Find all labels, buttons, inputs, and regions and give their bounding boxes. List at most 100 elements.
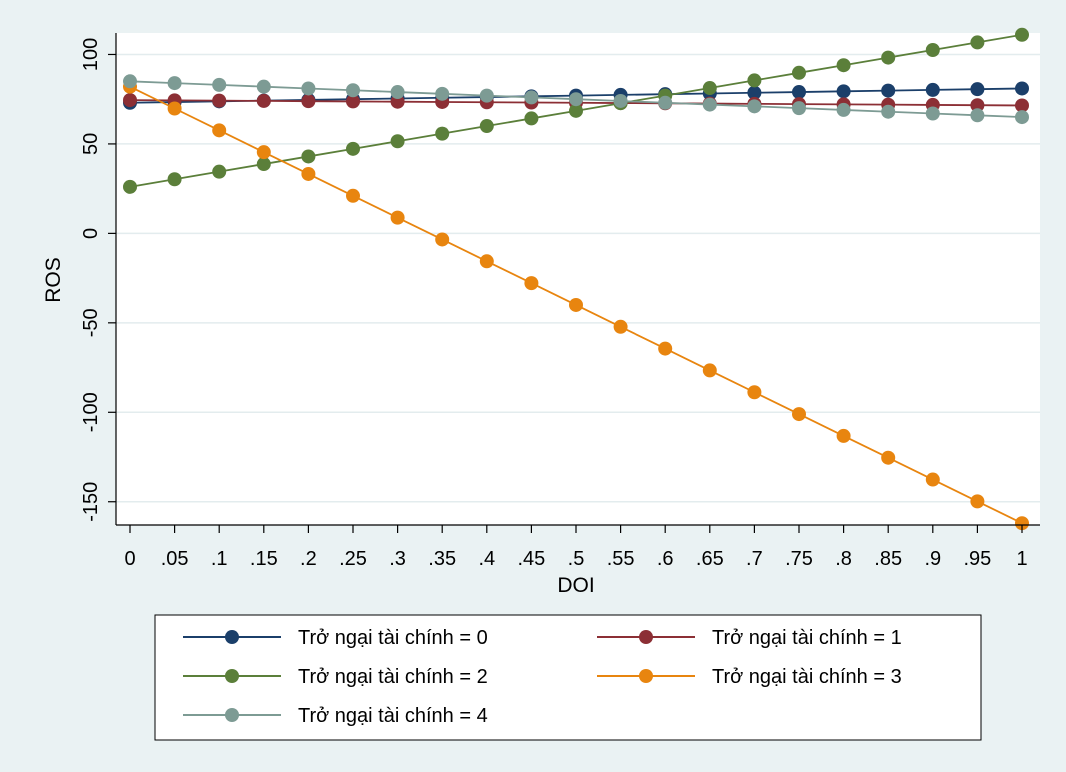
data-point xyxy=(881,104,896,119)
data-point xyxy=(1015,81,1029,96)
data-point xyxy=(479,88,494,103)
data-point xyxy=(524,90,539,105)
data-point xyxy=(925,42,940,57)
data-point xyxy=(123,74,137,89)
x-tick-label: .15 xyxy=(250,548,278,570)
data-point xyxy=(836,84,851,99)
data-point xyxy=(569,297,583,312)
data-point xyxy=(970,494,985,509)
data-point xyxy=(346,188,360,203)
data-point xyxy=(212,123,227,138)
data-point xyxy=(970,108,985,123)
data-point xyxy=(301,166,316,181)
data-point xyxy=(836,58,851,73)
x-tick-label: .3 xyxy=(389,548,406,570)
data-point xyxy=(256,145,271,160)
legend-entry-2: Trở ngại tài chính = 2 xyxy=(183,666,488,688)
legend-label: Trở ngại tài chính = 0 xyxy=(298,627,488,649)
data-point xyxy=(658,95,673,110)
data-point xyxy=(792,65,806,80)
data-point xyxy=(792,407,806,422)
x-tick-label: .25 xyxy=(339,548,367,570)
data-point xyxy=(346,83,360,98)
data-point xyxy=(123,179,137,194)
legend-marker xyxy=(225,630,239,644)
data-point xyxy=(792,101,806,116)
data-point xyxy=(256,157,271,172)
data-point xyxy=(479,119,494,134)
data-point xyxy=(881,450,896,465)
data-point xyxy=(613,319,628,334)
legend-marker xyxy=(225,669,239,683)
data-point xyxy=(167,101,182,116)
data-point xyxy=(435,232,450,247)
data-point xyxy=(212,164,227,179)
data-point xyxy=(970,98,985,113)
data-point xyxy=(747,99,762,114)
data-point xyxy=(212,77,227,92)
data-point xyxy=(346,141,360,156)
data-point xyxy=(524,111,539,126)
legend-label: Trở ngại tài chính = 4 xyxy=(298,705,488,727)
data-point xyxy=(881,50,896,65)
legend-entry-3: Trở ngại tài chính = 3 xyxy=(597,666,902,688)
axis-ticks: 100 50 0 -50 -100 -150 0 .05 .1 .15 .2 .25 .3 .35 .4 .4… xyxy=(80,38,1028,570)
data-point xyxy=(792,85,806,100)
x-tick-label: .35 xyxy=(428,548,456,570)
x-tick-label: .55 xyxy=(607,548,635,570)
x-tick-label: 1 xyxy=(1016,548,1027,570)
data-point xyxy=(479,254,494,269)
data-point xyxy=(167,172,182,187)
legend-box xyxy=(154,614,982,741)
data-point xyxy=(390,134,405,149)
data-point xyxy=(1015,110,1029,125)
y-tick-label: -150 xyxy=(80,482,102,522)
x-tick-label: .6 xyxy=(657,548,674,570)
x-tick-label: .2 xyxy=(300,548,317,570)
x-tick-label: .85 xyxy=(874,548,902,570)
x-tick-label: 0 xyxy=(124,548,135,570)
data-point xyxy=(1015,98,1029,113)
x-tick-label: .05 xyxy=(161,548,189,570)
data-point xyxy=(1015,516,1029,531)
legend-entry-0: Trở ngại tài chính = 0 xyxy=(183,627,488,649)
data-point xyxy=(256,79,271,94)
data-point xyxy=(702,363,717,378)
data-point xyxy=(256,93,271,108)
data-point xyxy=(747,85,762,100)
x-tick-label: .7 xyxy=(746,548,763,570)
data-point xyxy=(390,85,405,100)
data-point xyxy=(435,86,450,101)
data-point xyxy=(301,94,316,109)
data-point xyxy=(346,94,360,109)
x-tick-label: .45 xyxy=(517,548,545,570)
x-tick-label: .75 xyxy=(785,548,813,570)
series-group xyxy=(123,27,1029,531)
data-point xyxy=(658,341,673,356)
y-tick-label: 50 xyxy=(80,133,102,155)
data-point xyxy=(702,81,717,96)
data-point xyxy=(390,210,405,225)
series-4 xyxy=(123,74,1029,125)
x-tick-label: .5 xyxy=(568,548,585,570)
legend-label: Trở ngại tài chính = 2 xyxy=(298,666,488,688)
data-point xyxy=(970,35,985,50)
data-point xyxy=(925,472,940,487)
y-tick-label: -50 xyxy=(80,308,102,337)
x-tick-label: .95 xyxy=(963,548,991,570)
legend-label: Trở ngại tài chính = 3 xyxy=(712,666,902,688)
y-axis-title: ROS xyxy=(42,257,65,303)
x-tick-label: .4 xyxy=(478,548,495,570)
data-point xyxy=(524,276,539,291)
x-tick-label: .8 xyxy=(835,548,852,570)
legend-label: Trở ngại tài chính = 1 xyxy=(712,627,902,649)
data-point xyxy=(435,126,450,141)
legend-marker xyxy=(639,630,653,644)
data-point xyxy=(1015,27,1029,42)
data-point xyxy=(569,92,583,107)
data-point xyxy=(836,428,851,443)
legend: Trở ngại tài chính = 0 Trở ngại tài chính… xyxy=(183,627,902,727)
x-axis-title: DOI xyxy=(557,574,594,597)
